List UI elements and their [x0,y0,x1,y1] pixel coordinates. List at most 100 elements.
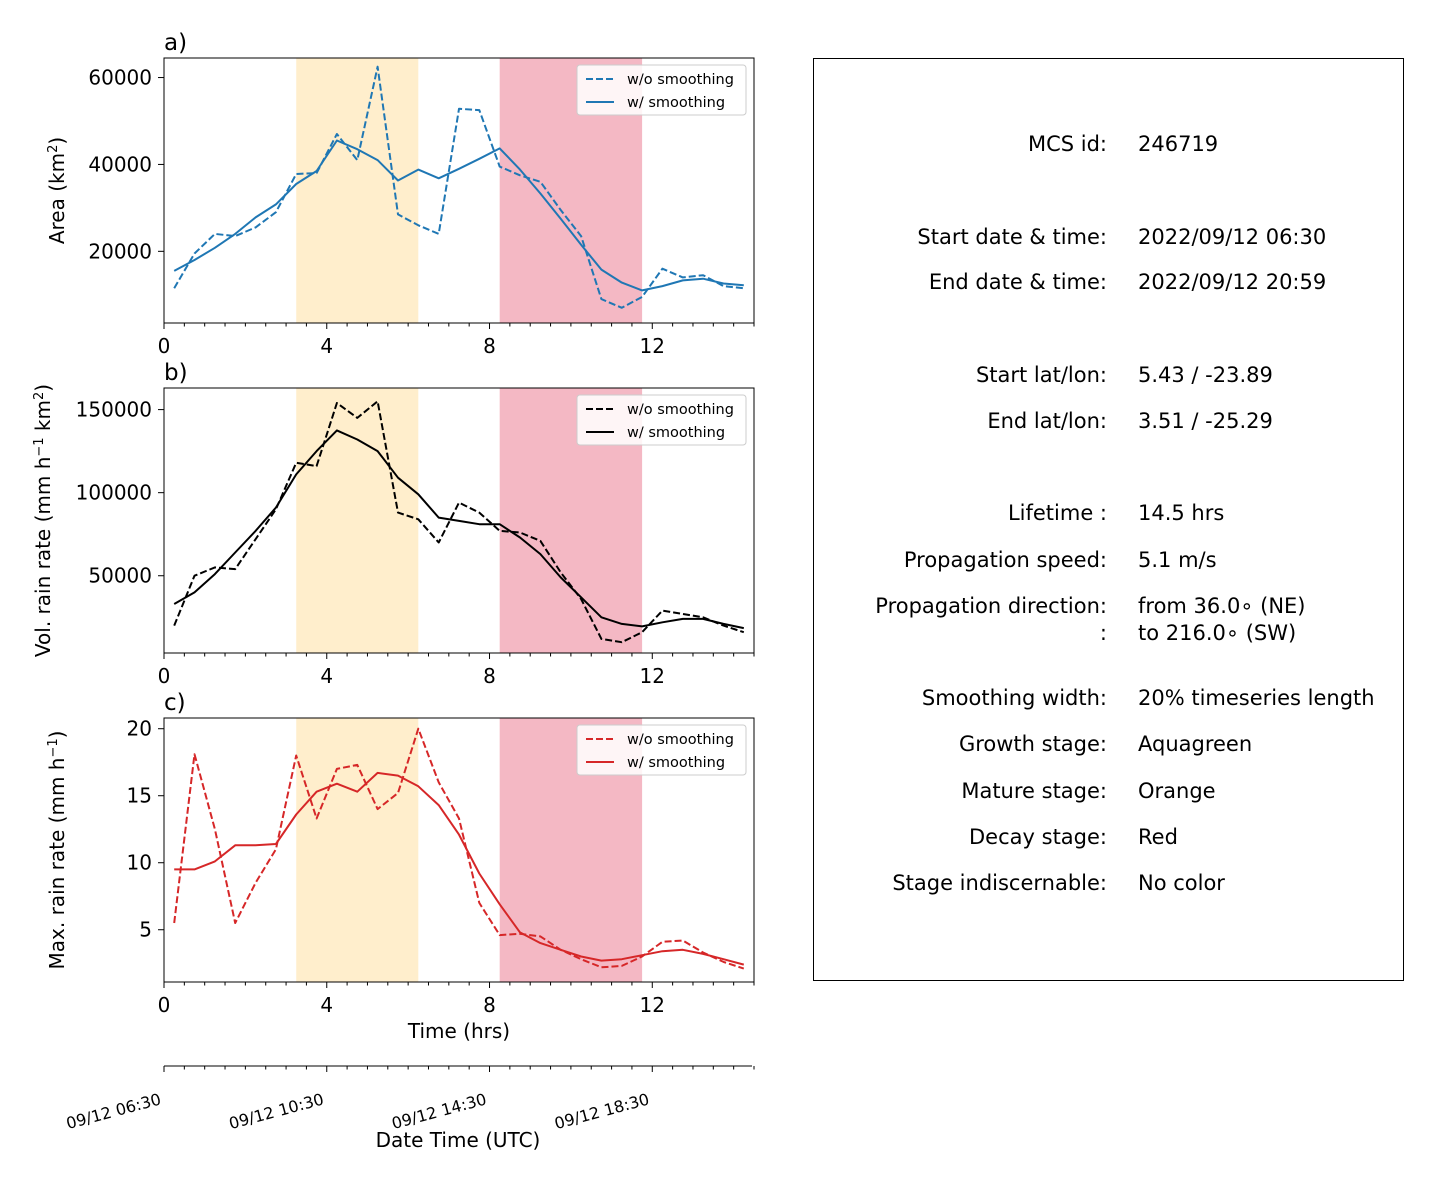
axes-frame [163,717,755,983]
legend: w/o smoothing w/ smoothing [576,724,747,776]
y-tick-label: 150000 [76,398,152,422]
series-line-smoothed [173,429,745,630]
y-tick-label: 50000 [88,564,152,588]
info-value: Red [1138,825,1178,849]
legend-frame [576,394,747,446]
info-label: Decay stage: [969,825,1107,849]
mcs-info-panel: MCS id: 246719 Start date & time: 2022/0… [813,58,1404,981]
x-tick-label: 4 [320,993,333,1017]
legend-label: w/o smoothing [627,72,734,88]
x-tick-label: 8 [483,664,496,688]
legend-label: w/ smoothing [627,755,725,771]
y-axis-label-part: −1 [32,437,47,456]
info-label: Mature stage: [961,779,1107,803]
info-label: : [1099,621,1107,645]
datetime-tick-label: 09/12 18:30 [552,1090,651,1134]
y-tick-label: 40000 [88,152,152,176]
y-axis-label-part: 2 [46,145,61,153]
x-tick-label: 8 [483,993,496,1017]
y-tick-label: 20000 [88,239,152,263]
info-value: 5.43 / -23.89 [1138,363,1273,387]
y-axis-label: Vol. rain rate (mm h−1 km2) [31,384,55,657]
y-axis-label-part: ) [45,731,69,739]
info-value: 3.51 / -25.29 [1138,409,1273,433]
chart-panel-1: 20000 40000 60000 0 4 8 12 a) Area (km2) w/o smoo… [45,30,755,358]
legend-frame [576,724,747,776]
info-label: Propagation direction: [875,594,1107,618]
info-label: Lifetime : [1007,501,1107,525]
y-axis-label-part: ) [45,137,69,145]
info-value: 2022/09/12 20:59 [1138,270,1327,294]
info-label: End lat/lon: [987,409,1107,433]
y-tick-label: 5 [139,918,152,942]
legend-label: w/ smoothing [627,425,725,441]
info-value: 5.1 m/s [1138,548,1217,572]
info-label: Propagation speed: [903,548,1107,572]
y-tick-label: 15 [127,784,152,808]
chart-panel-2: 50000 100000 150000 0 4 8 12 b) Vol. rain rate (… [31,360,755,688]
y-tick-label: 60000 [88,66,152,90]
x-tick-label: 0 [158,993,171,1017]
datetime-axis-label: Date Time (UTC) [376,1128,541,1152]
info-label: Start lat/lon: [975,363,1107,387]
datetime-axis: 09/12 06:30 09/12 10:30 09/12 14:30 09/12 1… [64,1065,755,1152]
axes-frame [163,387,755,654]
legend-frame [576,64,747,116]
x-tick-label: 4 [320,664,333,688]
axes-frame [163,57,755,324]
x-tick-label: 12 [640,993,665,1017]
info-label: Start date & time: [917,225,1107,249]
datetime-tick-label: 09/12 14:30 [390,1090,489,1134]
x-tick-label: 0 [158,334,171,358]
datetime-tick-label: 09/12 06:30 [64,1090,163,1134]
info-value: 14.5 hrs [1138,501,1225,525]
y-axis-label: Max. rain rate (mm h−1) [45,731,69,970]
info-value: Aquagreen [1138,732,1253,756]
y-axis-label-part: −1 [46,738,61,757]
info-value: Orange [1138,779,1216,803]
info-value: from 36.0∘ (NE) [1138,594,1306,618]
y-axis-label-part: Max. rain rate (mm h [45,758,69,970]
y-axis-label-part: ) [31,384,55,392]
panel-label: c) [164,690,186,716]
mature-stage-shading [296,58,419,323]
info-label: Stage indiscernable: [892,871,1107,895]
info-value: 20% timeseries length [1138,686,1375,710]
datetime-tick-label: 09/12 10:30 [227,1090,326,1134]
legend: w/o smoothing w/ smoothing [576,64,747,116]
x-tick-label: 0 [158,664,171,688]
legend: w/o smoothing w/ smoothing [576,394,747,446]
y-axis-label-part: km [31,400,55,437]
y-axis-label-part: Area (km [45,153,69,244]
x-tick-label: 8 [483,334,496,358]
x-tick-label: 12 [640,334,665,358]
info-label: MCS id: [1027,132,1107,156]
y-tick-label: 20 [127,717,152,741]
mature-stage-shading [296,718,419,982]
series-line-unsmoothed [173,65,744,309]
panel-label: a) [164,30,187,56]
chart-panel-3: 5 10 15 20 0 4 8 12 c) Max. rain rate (mm h−1) Tim… [45,690,755,1043]
series-line-smoothed [174,771,745,966]
info-label: Growth stage: [958,732,1107,756]
y-axis-label: Area (km2) [45,137,69,244]
series-line-unsmoothed [173,400,745,644]
series-line-smoothed [173,139,744,292]
legend-label: w/ smoothing [627,95,725,111]
legend-label: w/o smoothing [627,732,734,748]
info-value: 2022/09/12 06:30 [1138,225,1327,249]
series-line-unsmoothed [173,727,745,970]
x-axis-label: Time (hrs) [407,1019,510,1043]
info-label: Smoothing width: [921,686,1107,710]
y-tick-label: 10 [127,851,152,875]
y-axis-label-part: 2 [32,392,47,400]
info-label: End date & time: [928,270,1107,294]
info-value: to 216.0∘ (SW) [1138,621,1297,645]
y-tick-label: 100000 [76,481,152,505]
panel-label: b) [164,360,188,386]
x-tick-label: 4 [320,334,333,358]
legend-label: w/o smoothing [627,402,734,418]
info-value: 246719 [1138,132,1219,156]
y-axis-label-part: Vol. rain rate (mm h [31,457,55,658]
mature-stage-shading [296,388,419,653]
